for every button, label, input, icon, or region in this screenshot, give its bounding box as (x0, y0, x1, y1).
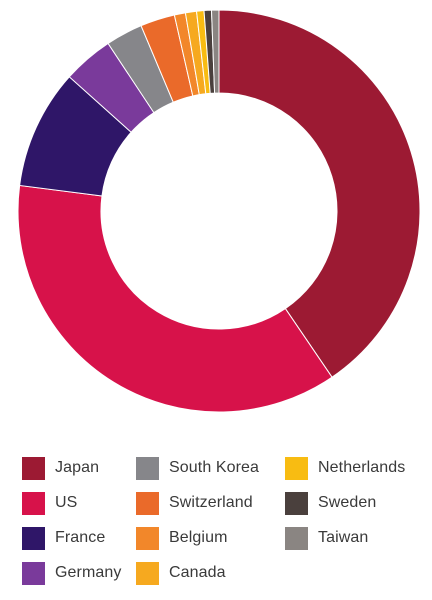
legend-label-france: France (55, 529, 106, 546)
legend-swatch-taiwan (285, 526, 308, 550)
legend-label-us: US (55, 494, 78, 511)
legend-swatch-belgium (136, 526, 159, 550)
legend-label-netherlands: Netherlands (318, 459, 406, 476)
legend-label-switzerland: Switzerland (169, 494, 253, 511)
legend-label-sweden: Sweden (318, 494, 377, 511)
donut-chart (17, 9, 421, 413)
legend-label-taiwan: Taiwan (318, 529, 369, 546)
legend-swatch-canada (136, 561, 159, 585)
slice-us (17, 184, 333, 413)
legend-swatch-germany (22, 561, 45, 585)
slice-taiwan (210, 9, 220, 94)
legend-label-germany: Germany (55, 564, 122, 581)
legend-label-canada: Canada (169, 564, 226, 581)
legend-item-canada: Canada (136, 561, 226, 585)
legend-item-south-korea: South Korea (136, 456, 259, 480)
legend-swatch-netherlands (285, 456, 308, 480)
legend-item-belgium: Belgium (136, 526, 228, 550)
legend-label-belgium: Belgium (169, 529, 228, 546)
legend-swatch-japan (22, 456, 45, 480)
legend-label-south-korea: South Korea (169, 459, 260, 476)
legend-swatch-south-korea (136, 456, 159, 480)
legend-item-switzerland: Switzerland (136, 491, 253, 515)
legend-label-japan: Japan (55, 459, 100, 476)
legend-item-japan: Japan (22, 456, 99, 480)
legend-item-france: France (22, 526, 105, 550)
legend-item-netherlands: Netherlands (285, 456, 405, 480)
legend-swatch-us (22, 491, 45, 515)
legend-swatch-sweden (285, 491, 308, 515)
legend-item-taiwan: Taiwan (285, 526, 368, 550)
legend-item-sweden: Sweden (285, 491, 376, 515)
legend-swatch-switzerland (136, 491, 159, 515)
legend-item-germany: Germany (22, 561, 122, 585)
legend-item-us: US (22, 491, 77, 515)
slice-japan (218, 9, 421, 378)
legend-swatch-france (22, 526, 45, 550)
